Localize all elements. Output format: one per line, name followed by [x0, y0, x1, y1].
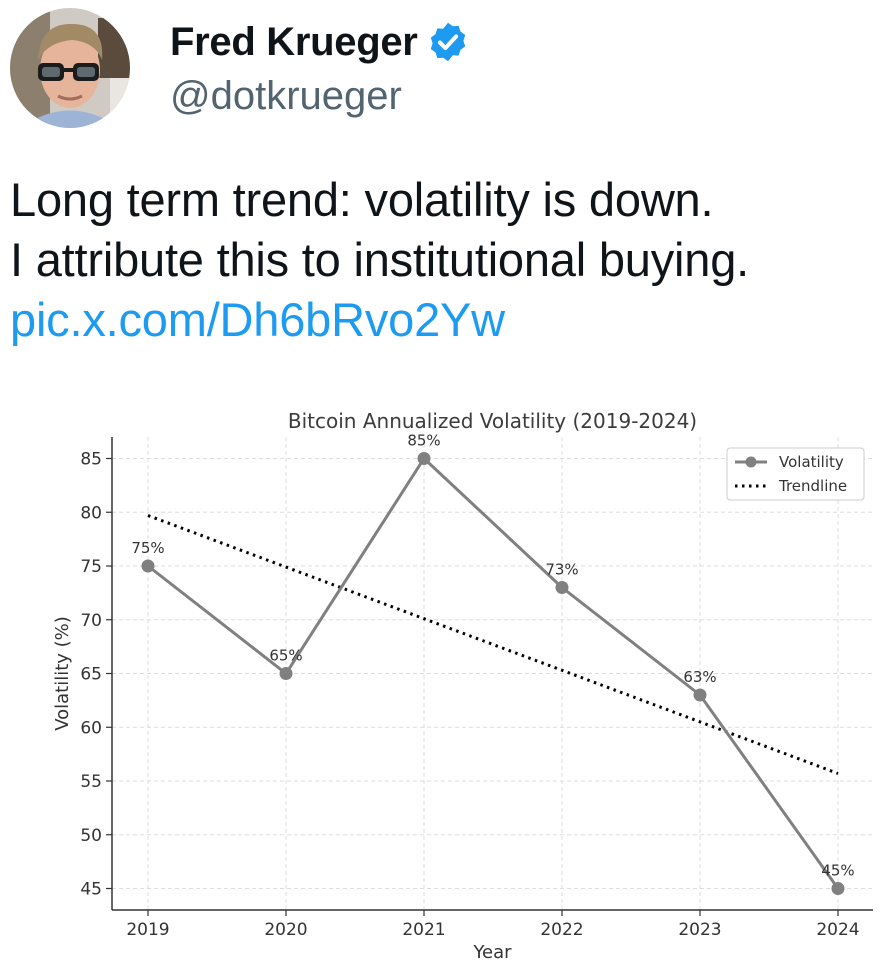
- legend-label-trendline: Trendline: [778, 477, 847, 495]
- legend-label-volatility: Volatility: [779, 453, 844, 471]
- data-point: [279, 667, 293, 680]
- tweet-text-line: Long term trend: volatility is down.: [10, 173, 714, 226]
- y-tick-label: 75: [80, 557, 102, 577]
- y-tick-label: 55: [80, 772, 102, 792]
- y-tick-label: 85: [80, 450, 102, 470]
- x-tick-label: 2024: [816, 920, 859, 940]
- y-tick-label: 65: [80, 665, 102, 685]
- tweet-text-line: I attribute this to institutional buying…: [10, 233, 750, 286]
- volatility-series-line: [147, 456, 840, 890]
- data-label: 75%: [131, 539, 164, 557]
- tweet-text: Long term trend: volatility is down. I a…: [10, 170, 749, 350]
- y-tick-label: 45: [80, 880, 102, 900]
- y-tick-label: 50: [80, 826, 102, 846]
- data-label: 73%: [545, 561, 578, 579]
- trendline-series: [147, 514, 839, 775]
- y-tick-label: 70: [80, 611, 102, 631]
- y-axis-label: Volatility (%): [52, 616, 73, 731]
- avatar[interactable]: [10, 8, 130, 128]
- y-tick-label: 60: [80, 718, 102, 738]
- x-tick-label: 2022: [540, 920, 583, 940]
- data-label: 65%: [269, 647, 302, 665]
- data-label: 63%: [683, 668, 716, 686]
- verified-badge-icon: [430, 22, 465, 62]
- data-point: [831, 882, 845, 895]
- legend-marker-volatility: [745, 456, 757, 468]
- user-handle[interactable]: @dotkrueger: [170, 74, 402, 118]
- data-label: 85%: [407, 432, 440, 450]
- tweet-media-link[interactable]: pic.x.com/Dh6bRvo2Yw: [10, 293, 505, 346]
- data-point: [555, 581, 569, 594]
- x-axis-label: Year: [472, 942, 512, 963]
- data-point: [141, 559, 155, 573]
- x-tick-label: 2019: [126, 920, 169, 940]
- volatility-chart: Bitcoin Annualized Volatility (2019-2024…: [52, 409, 873, 963]
- chart-title: Bitcoin Annualized Volatility (2019-2024…: [288, 409, 697, 433]
- x-tick-label: 2020: [264, 920, 307, 940]
- author-name-row[interactable]: Fred Krueger: [170, 18, 470, 66]
- x-tick-label: 2023: [678, 920, 721, 940]
- avatar-image: [10, 8, 130, 128]
- data-point: [417, 452, 431, 465]
- data-label: 45%: [821, 862, 854, 880]
- x-tick-label: 2021: [402, 920, 445, 940]
- display-name[interactable]: Fred Krueger: [170, 19, 418, 64]
- data-point: [693, 688, 707, 702]
- y-tick-label: 80: [80, 503, 102, 523]
